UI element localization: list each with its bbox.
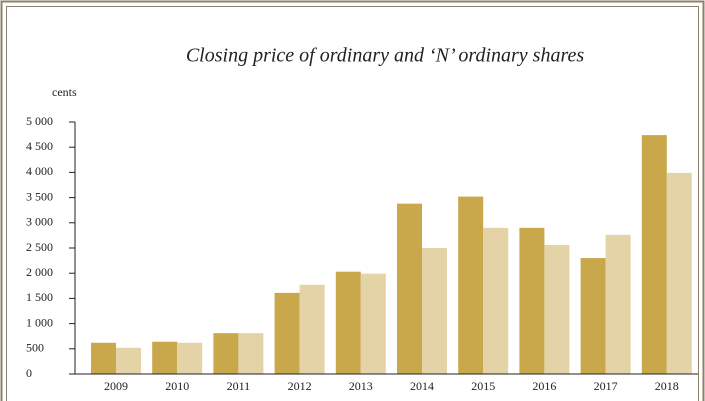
bar (213, 333, 239, 374)
bar (299, 284, 325, 374)
bar (335, 271, 361, 374)
y-tick-label: 5 000 (26, 114, 53, 128)
y-tick-label: 4 500 (26, 139, 53, 153)
bar (544, 244, 570, 374)
x-tick-label: 2009 (104, 379, 128, 393)
bar (274, 292, 300, 374)
bar (91, 342, 116, 374)
x-tick-label: 2013 (349, 379, 373, 393)
bar (605, 234, 631, 374)
x-tick-label: 2011 (227, 379, 251, 393)
y-tick-label: 2 500 (26, 240, 53, 254)
y-tick-label: 2 000 (26, 265, 53, 279)
bar (152, 341, 178, 374)
bar (422, 248, 447, 374)
x-tick-label: 2012 (288, 379, 312, 393)
bar (519, 227, 545, 374)
bar (397, 203, 422, 374)
y-tick-label: 3 000 (26, 215, 53, 229)
bar (177, 342, 203, 374)
y-tick-label: 1 000 (26, 315, 53, 329)
y-tick-label: 3 500 (26, 189, 53, 203)
chart-title: Closing price of ordinary and ‘N’ ordina… (186, 45, 585, 67)
inner-frame (6, 6, 699, 401)
x-tick-label: 2010 (165, 379, 189, 393)
bar (580, 258, 606, 374)
y-axis-label: cents (52, 85, 77, 99)
bar (238, 333, 264, 374)
y-tick-label: 500 (26, 341, 44, 355)
y-tick-label: 4 000 (26, 164, 53, 178)
bar (666, 172, 692, 374)
x-tick-label: 2016 (532, 379, 556, 393)
bar (641, 135, 667, 374)
bar (116, 347, 141, 374)
bar (360, 273, 386, 374)
x-tick-label: 2017 (594, 379, 618, 393)
y-tick-label: 0 (26, 366, 32, 380)
x-tick-label: 2015 (471, 379, 495, 393)
bar (458, 196, 484, 374)
x-tick-label: 2018 (655, 379, 679, 393)
x-tick-label: 2014 (410, 379, 434, 393)
bar (483, 227, 509, 374)
y-tick-label: 1 500 (26, 290, 53, 304)
